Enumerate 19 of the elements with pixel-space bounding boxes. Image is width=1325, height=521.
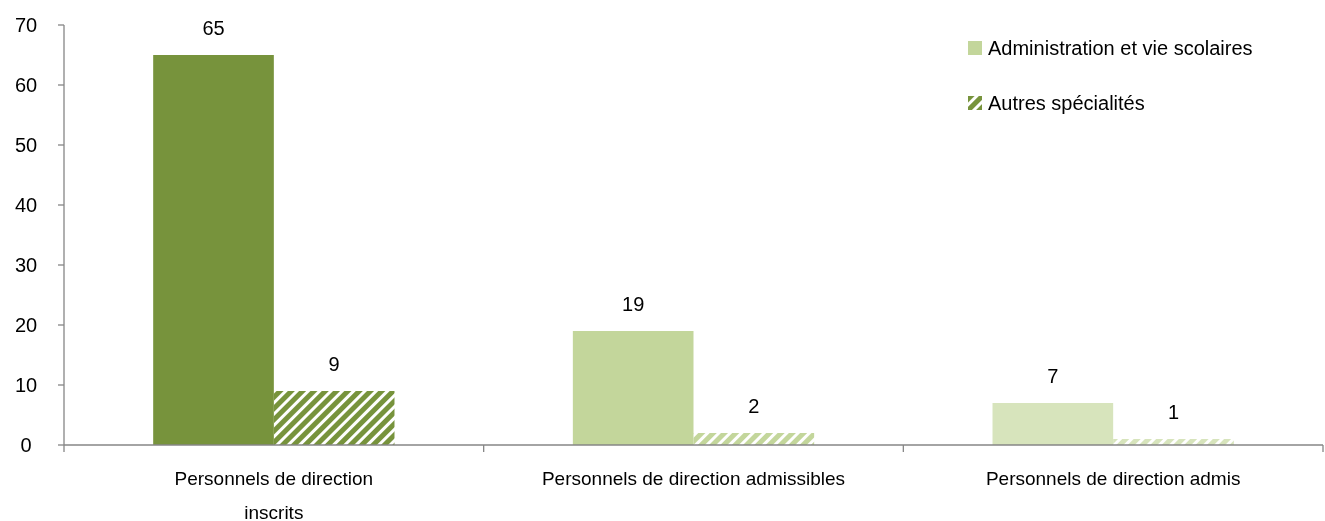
y-tick-label: 30 [14, 254, 38, 276]
data-label: 65 [202, 17, 225, 39]
y-tick-label: 40 [14, 194, 38, 216]
legend-label: Administration et vie scolaires [988, 37, 1253, 59]
data-label: 7 [1047, 365, 1059, 387]
y-tick-label: 50 [14, 134, 38, 156]
data-label: 9 [328, 353, 340, 375]
x-tick-label: Personnels de direction inscrits [174, 468, 374, 521]
data-label: 1 [1167, 401, 1180, 423]
y-tick-label: 70 [14, 14, 38, 36]
legend-label: Autres spécialités [988, 92, 1145, 114]
x-tick-label: Personnels de direction admissibles [541, 468, 846, 489]
y-tick-label: 60 [14, 74, 38, 96]
y-tick-label: 0 [20, 434, 32, 456]
x-tick-label: Personnels de direction admis [985, 468, 1241, 489]
data-label: 19 [622, 293, 645, 315]
data-label: 2 [748, 395, 760, 417]
y-tick-label: 10 [14, 374, 38, 396]
y-tick-label: 20 [14, 314, 38, 336]
